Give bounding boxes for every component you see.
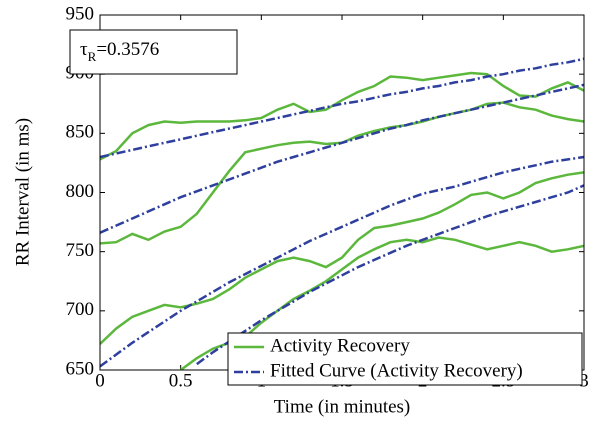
series-line (100, 57, 584, 159)
y-tick-label: 650 (66, 358, 95, 379)
series-line (100, 83, 584, 234)
y-axis-label: RR Interval (in ms) (12, 118, 33, 266)
x-axis-label: Time (in minutes) (274, 396, 411, 417)
series-line (100, 101, 584, 245)
annotation-value: =0.3576 (96, 39, 159, 60)
legend-box (227, 332, 583, 386)
x-tick-label: 0 (95, 370, 105, 391)
x-tick-label: 0.5 (169, 370, 193, 391)
annotation-subscript: R (88, 49, 97, 64)
annotation: τR=0.3576 (80, 39, 159, 64)
y-tick-label: 850 (66, 122, 95, 143)
y-tick-label: 950 (66, 3, 95, 24)
legend-label: Activity Recovery (270, 335, 410, 356)
annotation-box (69, 29, 238, 75)
series-line (100, 171, 584, 345)
series-line (100, 155, 584, 368)
y-tick-label: 700 (66, 299, 95, 320)
series-line (100, 71, 584, 161)
y-tick-label: 800 (66, 181, 95, 202)
series-line (196, 184, 584, 366)
annotation-symbol: τ (80, 39, 88, 60)
legend-label: Fitted Curve (Activity Recovery) (270, 360, 523, 381)
y-tick-label: 750 (66, 240, 95, 261)
x-tick-label: 3 (579, 370, 589, 391)
